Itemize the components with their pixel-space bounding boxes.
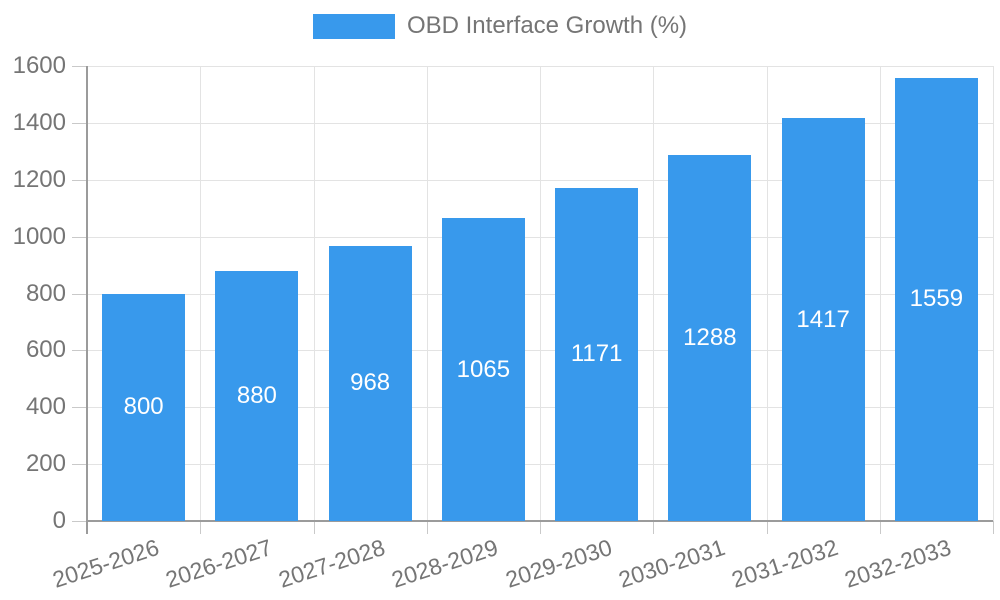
- y-axis-tick: [72, 236, 87, 238]
- y-axis-tick: [72, 350, 87, 352]
- bar[interactable]: 1171: [555, 187, 639, 521]
- bar-value-label: 880: [236, 381, 277, 409]
- x-axis-category-label: 2032-2033: [841, 534, 955, 593]
- bar[interactable]: 880: [215, 270, 299, 521]
- x-axis-tick: [879, 521, 881, 534]
- gridline-vertical: [313, 66, 315, 521]
- x-axis-category-label: 2025-2026: [49, 534, 162, 593]
- y-axis-tick: [72, 521, 87, 522]
- y-axis-line: [86, 66, 88, 534]
- y-axis-tick-label: 800: [25, 279, 66, 307]
- y-axis-tick-label: 0: [52, 507, 66, 534]
- legend-label: OBD Interface Growth (%): [406, 12, 688, 39]
- bar-value-label: 1171: [570, 340, 623, 368]
- x-axis-category-label: 2031-2032: [728, 534, 842, 593]
- x-axis-tick: [993, 521, 994, 534]
- bar[interactable]: 1065: [441, 218, 525, 521]
- x-axis-tick: [200, 521, 202, 534]
- gridline-vertical: [653, 66, 655, 521]
- y-axis-tick: [72, 293, 87, 295]
- bar-value-label: 1288: [683, 323, 737, 351]
- y-axis-tick: [72, 407, 87, 409]
- gridline-vertical: [993, 66, 994, 521]
- x-axis-category-label: 2030-2031: [615, 534, 728, 593]
- bar[interactable]: 1288: [668, 154, 752, 521]
- x-axis-line: [87, 520, 993, 522]
- bar-value-label: 800: [123, 393, 164, 421]
- x-axis-tick: [540, 521, 541, 534]
- y-axis-tick-label: 1600: [12, 52, 66, 79]
- y-axis-tick-label: 1000: [12, 222, 66, 250]
- y-axis-tick: [72, 122, 87, 124]
- gridline-vertical: [200, 66, 202, 521]
- bar-value-label: 1417: [796, 305, 850, 333]
- x-axis-category-label: 2026-2027: [162, 534, 275, 593]
- bar[interactable]: 968: [328, 245, 412, 521]
- x-axis-category-label: 2029-2030: [502, 534, 615, 593]
- y-axis-tick: [72, 464, 87, 466]
- x-axis-tick: [653, 521, 655, 534]
- x-axis-tick: [313, 521, 315, 534]
- bar-value-label: 1065: [456, 355, 511, 383]
- gridline-vertical: [766, 66, 768, 521]
- legend-swatch: [312, 13, 395, 39]
- y-axis-tick: [72, 66, 87, 67]
- y-axis-tick-label: 1400: [12, 108, 66, 136]
- bar-value-label: 968: [350, 369, 391, 397]
- gridline-vertical: [540, 66, 541, 521]
- bar-value-label: 1559: [909, 285, 964, 313]
- bar[interactable]: 800: [102, 293, 186, 521]
- bar[interactable]: 1417: [781, 118, 865, 521]
- legend[interactable]: OBD Interface Growth (%): [0, 12, 1000, 41]
- gridline-vertical: [426, 66, 428, 521]
- x-axis-tick: [426, 521, 428, 534]
- y-axis-tick-label: 600: [25, 336, 66, 364]
- y-axis-tick-label: 1200: [12, 165, 66, 193]
- gridline-vertical: [879, 66, 881, 521]
- y-axis-tick-label: 200: [25, 450, 66, 478]
- bar[interactable]: 1559: [894, 77, 978, 521]
- x-axis-tick: [766, 521, 768, 534]
- x-axis-category-label: 2028-2029: [388, 534, 502, 593]
- x-axis-category-label: 2027-2028: [275, 534, 389, 593]
- y-axis-tick: [72, 179, 87, 181]
- y-axis-tick-label: 400: [25, 393, 66, 421]
